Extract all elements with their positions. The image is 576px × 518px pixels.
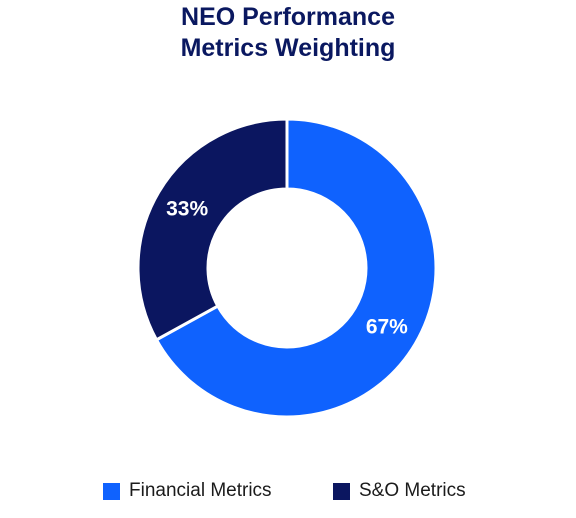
legend-item-so-metrics: S&O Metrics	[333, 478, 466, 504]
chart-title-line-1: NEO Performance	[181, 3, 395, 31]
legend-swatch-financial-metrics	[103, 482, 120, 500]
chart-title-line-2: Metrics Weighting	[180, 34, 396, 62]
legend-item-financial-metrics: Financial Metrics	[103, 478, 272, 504]
donut-slice-label-0: 67%	[366, 316, 408, 339]
donut-labels: 67% 33%	[166, 197, 408, 338]
donut-slices	[136, 117, 438, 419]
donut-slice-label-1: 33%	[166, 197, 208, 220]
legend-label-so-metrics: S&O Metrics	[359, 480, 466, 501]
legend-label-financial-metrics: Financial Metrics	[129, 480, 272, 501]
legend: Financial Metrics S&O Metrics	[0, 478, 576, 504]
chart-title: NEO Performance Metrics Weighting	[0, 2, 576, 64]
legend-swatch-so-metrics	[333, 482, 350, 500]
donut-slice-1	[136, 117, 289, 342]
donut-slice-0	[154, 117, 438, 419]
